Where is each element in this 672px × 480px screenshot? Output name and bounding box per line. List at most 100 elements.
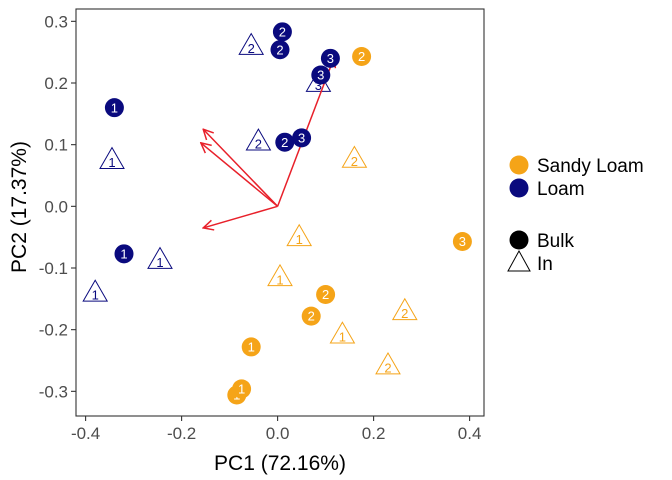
point-label: 1 <box>276 272 283 287</box>
point-label: 1 <box>120 246 127 261</box>
legend-color-label: Sandy Loam <box>537 156 644 177</box>
bulk-marker <box>320 48 340 68</box>
point-label: 1 <box>108 155 115 170</box>
point-label: 2 <box>351 154 358 169</box>
bulk-point: 2 <box>272 22 292 42</box>
point-label: 2 <box>255 137 262 152</box>
in-point: 2 <box>341 145 368 169</box>
in-point: 1 <box>329 321 356 345</box>
point-label: 3 <box>327 51 334 66</box>
plot-area: 111223111222112223331112223 <box>82 22 472 405</box>
bulk-point: 3 <box>292 128 312 148</box>
bulk-point: 1 <box>104 98 124 118</box>
y-tick-label: 0.3 <box>44 12 68 31</box>
in-point: 1 <box>267 263 293 287</box>
in-point: 2 <box>391 297 418 321</box>
bulk-marker <box>272 22 292 42</box>
legend-shape-label: In <box>537 254 553 275</box>
bulk-marker <box>301 306 321 326</box>
in-marker <box>375 352 401 375</box>
y-axis-title: PC2 (17.37%) <box>8 141 31 273</box>
bulk-point: 3 <box>311 65 331 85</box>
in-marker <box>147 246 173 269</box>
point-label: 3 <box>315 78 322 93</box>
in-point: 2 <box>375 352 401 375</box>
in-marker <box>341 145 368 168</box>
x-tick-label: -0.4 <box>71 424 100 443</box>
x-axis-title: PC1 (72.16%) <box>214 452 346 475</box>
y-tick-label: -0.1 <box>39 259 68 278</box>
y-tick-label: 0.0 <box>44 197 68 216</box>
in-marker <box>238 32 265 55</box>
bulk-marker <box>292 128 312 148</box>
bulk-point: 1 <box>232 379 252 399</box>
point-label: 1 <box>339 330 346 345</box>
y-tick-label: 0.2 <box>44 74 68 93</box>
legend-color-label: Loam <box>537 179 585 200</box>
in-point: 1 <box>99 146 125 170</box>
in-point: 2 <box>245 128 272 152</box>
x-tick-label: -0.2 <box>167 424 196 443</box>
in-marker <box>286 223 313 247</box>
in-point: 1 <box>147 246 173 270</box>
point-label: 3 <box>298 130 305 145</box>
bulk-point: 1 <box>241 337 261 357</box>
point-label: 3 <box>317 68 324 83</box>
y-tick-label: -0.2 <box>39 321 68 340</box>
in-marker <box>245 128 272 151</box>
point-label: 2 <box>384 360 391 375</box>
point-label: 2 <box>308 309 315 324</box>
bulk-marker <box>311 65 331 85</box>
legend-shape-label: Bulk <box>537 231 574 252</box>
point-label: 1 <box>111 100 118 115</box>
point-label: 1 <box>92 288 99 303</box>
point-label: 1 <box>248 340 255 355</box>
x-tick-label: 0.0 <box>266 424 290 443</box>
bulk-marker <box>352 46 372 66</box>
bulk-marker <box>104 98 124 118</box>
legend-shape-key <box>509 230 529 250</box>
bulk-point: 2 <box>275 132 295 152</box>
bulk-marker <box>241 337 261 357</box>
bulk-marker <box>452 231 472 251</box>
in-marker <box>267 263 293 287</box>
point-label: 2 <box>279 24 286 39</box>
in-marker <box>329 321 356 344</box>
loading-arrow <box>201 143 279 207</box>
bulk-marker <box>275 132 295 152</box>
point-label: 2 <box>281 135 288 150</box>
panel-border <box>75 8 485 417</box>
bulk-point: 2 <box>270 40 290 60</box>
legend-shape-key <box>507 249 531 272</box>
y-tick-label: -0.3 <box>39 382 68 401</box>
bulk-point: 2 <box>301 306 321 326</box>
x-tick-label: 0.2 <box>362 424 386 443</box>
bulk-marker <box>270 40 290 60</box>
loading-arrow <box>203 129 279 207</box>
in-marker <box>99 146 125 169</box>
point-label: 1 <box>296 232 303 247</box>
point-label: 2 <box>322 287 329 302</box>
in-point: 2 <box>238 32 265 56</box>
legend-color-key <box>509 178 529 198</box>
x-tick-label: 0.4 <box>458 424 482 443</box>
in-point: 1 <box>82 279 109 303</box>
point-label: 2 <box>401 306 408 321</box>
point-label: 2 <box>248 41 255 56</box>
point-label: 3 <box>459 234 466 249</box>
in-point: 1 <box>286 223 313 247</box>
bulk-point: 2 <box>316 285 336 305</box>
bulk-marker <box>114 244 134 264</box>
axes: -0.4 -0.2 0.0 0.2 0.4 -0.3 -0.2 -0.1 0.0 0.1 0.2 0.… <box>39 8 485 443</box>
y-tick-label: 0.1 <box>44 136 68 155</box>
bulk-point: 3 <box>452 231 472 251</box>
bulk-point: 3 <box>320 48 340 68</box>
point-label: 1 <box>238 381 245 396</box>
legend-color-key <box>509 155 529 175</box>
in-marker <box>82 279 109 302</box>
bulk-point: 2 <box>352 46 372 66</box>
in-marker <box>391 297 418 321</box>
